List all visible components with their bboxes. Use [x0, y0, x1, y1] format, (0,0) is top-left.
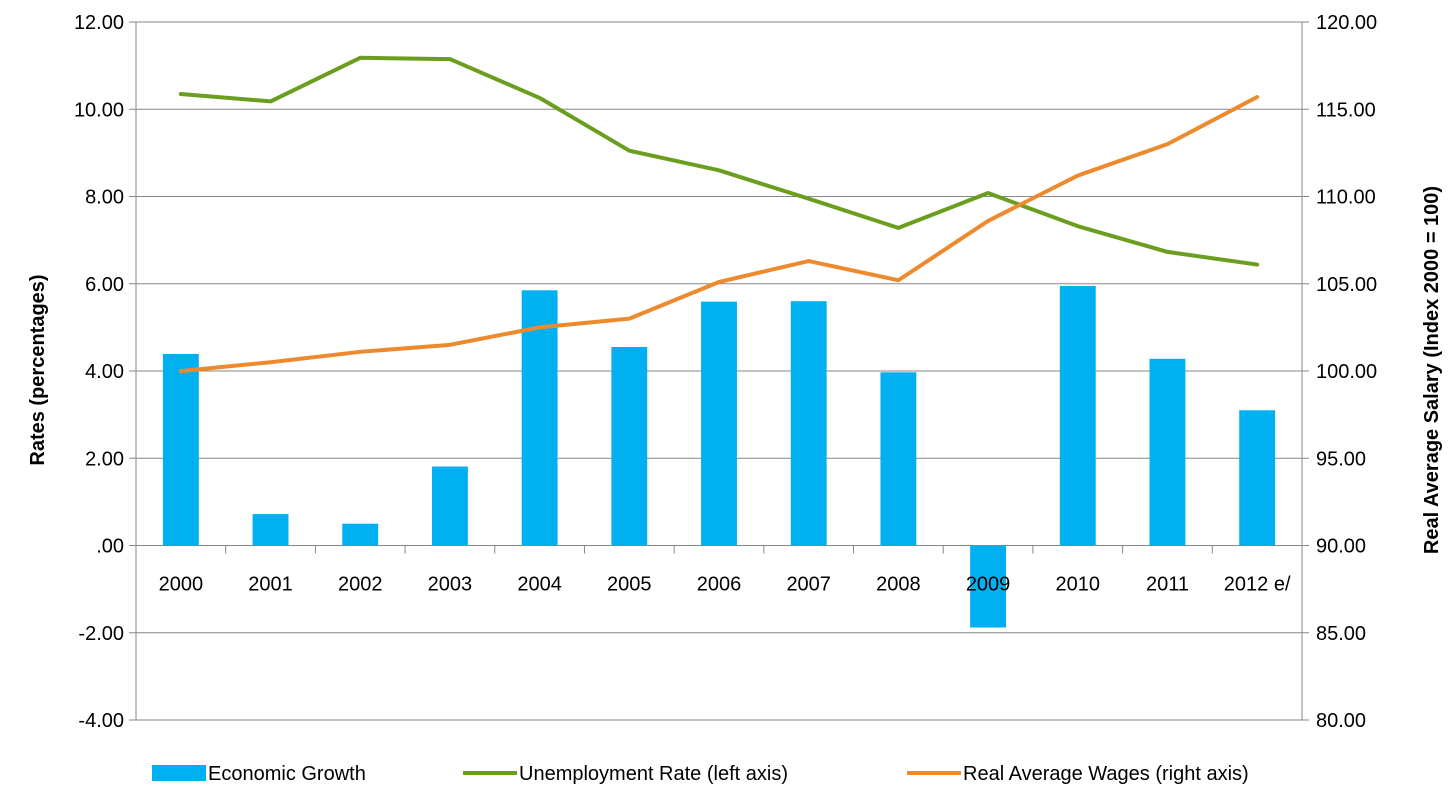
x-tick-label: 2002 — [338, 574, 383, 596]
y-left-tick-label: -2.00 — [78, 623, 124, 645]
y-right-tick-label: 105.00 — [1316, 274, 1377, 296]
bar-economic-growth — [431, 466, 468, 546]
x-tick-label: 2003 — [428, 574, 473, 596]
line-unemployment-rate — [178, 55, 1260, 267]
bar-economic-growth — [701, 301, 737, 546]
bar-economic-growth — [342, 523, 379, 546]
bar-economic-growth — [162, 353, 199, 546]
legend-label: Unemployment Rate (left axis) — [519, 763, 788, 785]
y-right-tick-label: 90.00 — [1316, 536, 1366, 558]
legend: Economic Growth Unemployment Rate (left a… — [152, 763, 1249, 785]
y-right-axis-title: Real Average Salary (Index 2000 = 100) — [1421, 186, 1443, 554]
y-right-tick-label: 85.00 — [1316, 623, 1366, 645]
y-right-tick-label: 100.00 — [1316, 361, 1377, 383]
axes — [129, 21, 1309, 721]
bar-economic-growth — [880, 372, 917, 546]
x-tick-label: 2004 — [517, 574, 562, 596]
y-left-tick-label: .00 — [96, 536, 124, 558]
x-tick-label: 2000 — [159, 574, 204, 596]
y-right-tick-label: 110.00 — [1316, 187, 1376, 209]
bar-economic-growth — [1059, 285, 1096, 546]
y-left-tick-label: -4.00 — [78, 710, 124, 732]
y-right-tick-label: 95.00 — [1316, 448, 1366, 470]
x-tick-label: 2001 — [248, 574, 293, 596]
bar-economic-growth — [521, 290, 558, 546]
x-tick-label: 2009 — [966, 574, 1011, 596]
bar-series — [162, 285, 1276, 628]
x-tick-label: 2006 — [697, 574, 742, 596]
bar-economic-growth — [252, 514, 289, 546]
y-left-axis-title: Rates (percentages) — [27, 274, 49, 465]
bar-economic-growth — [611, 347, 648, 546]
bar-economic-growth — [1149, 358, 1186, 546]
x-tick-label: 2008 — [876, 574, 921, 596]
bar-economic-growth — [970, 545, 1007, 628]
legend-label: Real Average Wages (right axis) — [963, 763, 1249, 785]
y-left-tick-label: 2.00 — [85, 448, 124, 470]
y-left-tick-label: 10.00 — [74, 99, 124, 121]
bar-economic-growth — [790, 301, 827, 546]
bar-economic-growth — [1239, 410, 1276, 546]
y-right-tick-label: 115.00 — [1316, 99, 1376, 121]
legend-label: Economic Growth — [208, 763, 366, 785]
line-series — [178, 55, 1260, 373]
y-left-tick-label: 4.00 — [85, 361, 124, 383]
y-right-tick-label: 80.00 — [1316, 710, 1366, 732]
x-tick-label: 2005 — [607, 574, 652, 596]
legend-swatch-economic-growth — [152, 765, 206, 781]
y-left-tick-label: 6.00 — [85, 274, 124, 296]
x-tick-label: 2011 — [1146, 574, 1189, 596]
y-right-tick-label: 120.00 — [1316, 12, 1377, 34]
y-left-tick-label: 12.00 — [74, 12, 124, 34]
tick-labels: 12.00 10.00 8.00 6.00 4.00 2.00 .00 -2.00 -4.00 1… — [74, 12, 1377, 732]
y-left-tick-label: 8.00 — [85, 187, 124, 209]
x-tick-label: 2012 e/ — [1224, 574, 1291, 596]
x-tick-label: 2007 — [786, 574, 831, 596]
x-tick-label: 2010 — [1056, 574, 1101, 596]
line-real-average-wages — [178, 95, 1260, 373]
